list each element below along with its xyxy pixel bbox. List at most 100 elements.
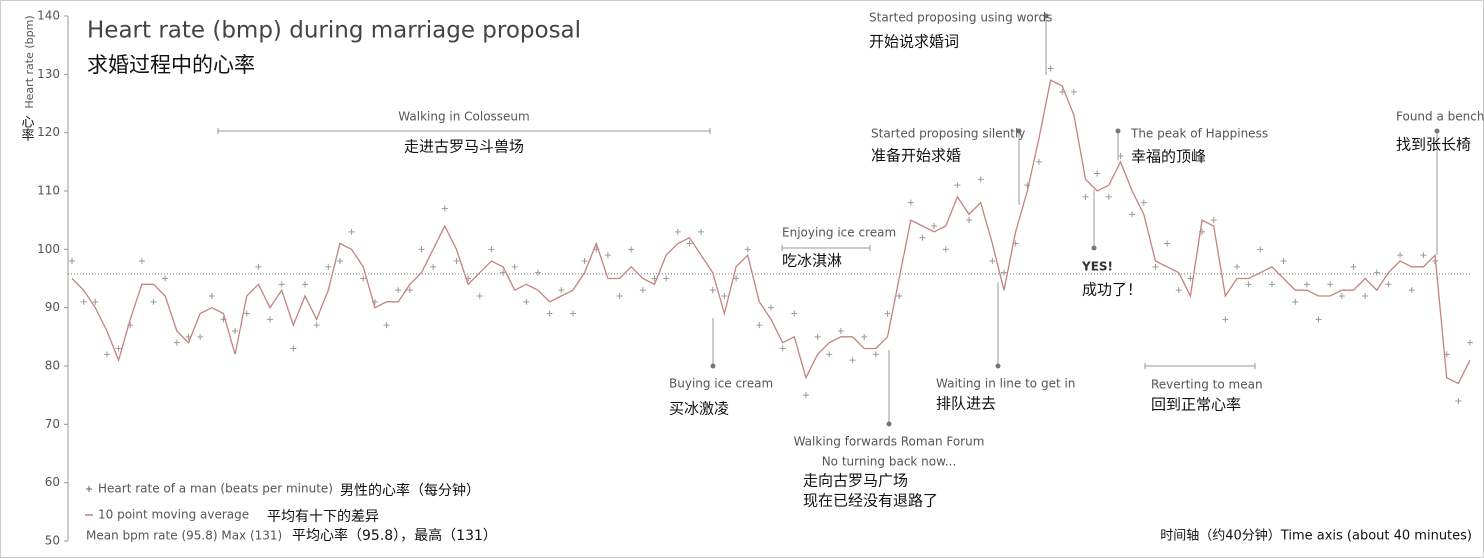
annotation-dot xyxy=(1091,245,1097,251)
heart-rate-point xyxy=(92,298,99,305)
heart-rate-point xyxy=(1082,193,1089,200)
heart-rate-point xyxy=(663,275,670,282)
heart-rate-point xyxy=(488,246,495,253)
moving-average-line xyxy=(71,79,1471,385)
heart-rate-point xyxy=(430,263,437,270)
heart-rate-point xyxy=(1292,298,1299,305)
legend-marker xyxy=(86,486,92,492)
annotation-dot xyxy=(1115,128,1121,134)
heart-rate-point xyxy=(1187,275,1194,282)
chart-subtitle: 求婚过程中的心率 xyxy=(87,53,255,77)
heart-rate-point xyxy=(919,234,926,241)
heart-rate-point xyxy=(69,258,75,264)
annotation-range xyxy=(1144,363,1256,369)
heart-rate-point xyxy=(558,287,565,294)
legend-label: 10 point moving average xyxy=(98,508,249,522)
heart-rate-point xyxy=(1455,398,1462,404)
heart-rate-point xyxy=(861,333,868,340)
heart-rate-point xyxy=(255,263,262,270)
y-tick-label: 70 xyxy=(45,417,60,431)
heart-rate-point xyxy=(1094,170,1101,177)
heart-rate-point xyxy=(500,269,507,276)
annotation-dot xyxy=(995,363,1001,369)
heart-rate-point xyxy=(1152,263,1159,270)
heart-rate-point xyxy=(907,199,914,206)
heart-rate-point xyxy=(138,258,145,264)
annotation-text: Reverting to mean xyxy=(1151,378,1263,392)
heart-rate-point xyxy=(290,345,297,352)
heart-rate-point xyxy=(756,322,763,329)
heart-rate-point xyxy=(208,293,215,299)
heart-rate-point xyxy=(267,316,274,323)
heart-rate-point xyxy=(1315,316,1322,323)
heart-rate-point xyxy=(1245,281,1252,288)
heart-rate-point xyxy=(942,246,949,253)
heart-rate-point xyxy=(977,176,984,183)
heart-rate-point xyxy=(243,310,250,317)
heart-rate-point xyxy=(1047,65,1054,72)
heart-rate-point xyxy=(639,287,646,294)
heart-rate-point xyxy=(232,328,239,334)
heart-rate-point xyxy=(896,293,903,299)
annotation-text: Started proposing using words xyxy=(869,11,1052,25)
heart-rate-point xyxy=(150,298,157,305)
heart-rate-point xyxy=(406,287,413,294)
heart-rate-point xyxy=(581,258,588,264)
heart-rate-point xyxy=(1280,258,1287,264)
heart-rate-point xyxy=(791,310,798,317)
heart-rate-point xyxy=(1001,269,1007,276)
chart-title: Heart rate (bmp) during marriage proposa… xyxy=(87,18,581,44)
annotation-text-zh: 走向古罗马广场 xyxy=(803,472,908,490)
heart-rate-point xyxy=(802,392,809,399)
heart-rate-point xyxy=(80,298,87,305)
heart-rate-point xyxy=(313,322,320,329)
heart-rate-point xyxy=(278,281,285,288)
annotation-text-zh: 走进古罗马斗兽场 xyxy=(404,138,524,156)
heart-rate-point xyxy=(1420,252,1427,259)
legend-label: Heart rate of a man (beats per minute) xyxy=(98,482,333,496)
annotation-text-zh: 排队进去 xyxy=(936,395,996,413)
y-tick-label: 140 xyxy=(37,9,60,23)
heart-rate-point xyxy=(1222,316,1229,323)
annotation-text: Enjoying ice cream xyxy=(782,226,896,240)
y-tick-label: 100 xyxy=(37,242,60,256)
legend-label-zh: 男性的心率（每分钟） xyxy=(340,482,480,499)
x-axis-label: 时间轴（约40分钟）Time axis (about 40 minutes) xyxy=(1160,528,1472,544)
y-tick-label: 120 xyxy=(37,125,60,139)
heart-rate-point xyxy=(1362,293,1369,299)
heart-rate-point xyxy=(1234,263,1240,270)
heart-rate-point xyxy=(1105,193,1112,200)
heart-rate-point xyxy=(325,263,332,270)
annotation-range xyxy=(781,245,871,251)
annotation-text-zh: 回到正常心率 xyxy=(1151,396,1241,414)
heart-rate-point xyxy=(395,287,402,294)
annotation-text-zh: 准备开始求婚 xyxy=(871,147,961,165)
heart-rate-point xyxy=(849,357,856,364)
heart-rate-point xyxy=(360,275,367,282)
heart-rate-point xyxy=(569,310,576,317)
annotation-text: Started proposing silently xyxy=(871,127,1025,141)
y-tick-label: 50 xyxy=(45,534,60,548)
heart-rate-point xyxy=(779,345,786,352)
heart-rate-point xyxy=(954,182,961,189)
heart-rate-point xyxy=(1210,217,1217,224)
heart-rate-point xyxy=(1385,281,1392,288)
annotation-text-zh: 成功了！ xyxy=(1082,281,1142,299)
annotation-text-zh: 买冰激凌 xyxy=(669,400,729,418)
annotation-dot xyxy=(1043,13,1049,19)
heart-rate-point xyxy=(1373,269,1380,276)
y-tick-label: 80 xyxy=(45,359,60,373)
heart-rate-point xyxy=(1164,240,1171,247)
heart-rate-point xyxy=(1350,263,1357,270)
heart-rate-point xyxy=(523,298,530,305)
y-axis-label-zh: 心率 xyxy=(19,115,35,141)
heart-rate-point xyxy=(814,333,821,340)
heart-rate-point xyxy=(546,310,553,317)
annotation-text: YES! xyxy=(1081,260,1113,274)
annotation-text: The peak of Happiness xyxy=(1130,127,1268,141)
y-tick-label: 60 xyxy=(45,475,60,489)
annotation-text: Buying ice cream xyxy=(669,377,773,391)
heart-rate-point xyxy=(884,310,891,317)
